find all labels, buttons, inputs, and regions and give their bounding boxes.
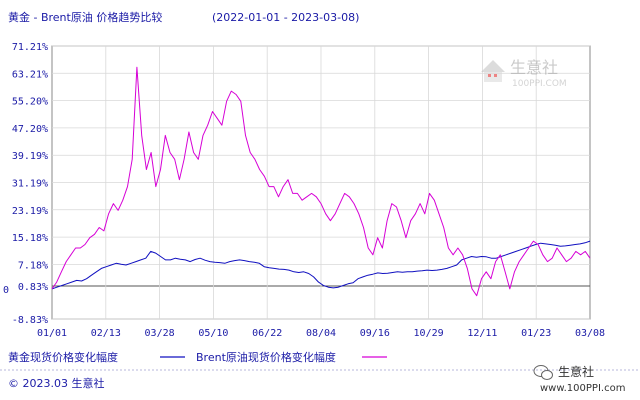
- x-tick-label: 05/10: [198, 328, 228, 339]
- x-tick-label: 12/11: [467, 328, 497, 339]
- y-zero-marker: 0: [3, 285, 9, 296]
- chart-title: 黄金 - Brent原油 价格趋势比较: [8, 10, 162, 24]
- y-tick-label: 0.83%: [18, 282, 48, 293]
- y-tick-label: 63.21%: [12, 69, 48, 80]
- x-tick-label: 09/16: [360, 328, 390, 339]
- x-axis-labels: 01/01 02/13 03/28 05/10 06/22 08/04 09/16 10/29…: [37, 328, 605, 339]
- house-icon: [481, 60, 505, 82]
- y-tick-label: 39.19%: [12, 151, 48, 162]
- legend-label-gold: 黄金现货价格变化幅度: [8, 350, 118, 364]
- wechat-icon: [533, 365, 553, 380]
- footer-copyright: © 2023.03 生意社: [8, 376, 104, 390]
- y-tick-label: 15.18%: [12, 233, 48, 244]
- legend: 黄金现货价格变化幅度 Brent原油现货价格变化幅度: [8, 350, 387, 364]
- footer-brand-name: 生意社: [558, 364, 594, 379]
- x-tick-label: 01/01: [37, 328, 67, 339]
- y-tick-label: -8.83%: [12, 315, 48, 326]
- x-tick-label: 02/13: [91, 328, 121, 339]
- watermark-url: 100PPI.COM: [512, 79, 567, 89]
- y-tick-label: 23.19%: [12, 206, 48, 217]
- series-lines: [51, 66, 591, 297]
- x-tick-label: 01/23: [521, 328, 551, 339]
- x-tick-label: 03/28: [145, 328, 175, 339]
- x-tick-label: 06/22: [252, 328, 282, 339]
- x-tick-label: 08/04: [306, 328, 336, 339]
- watermark-name: 生意社: [510, 58, 558, 77]
- x-tick-label: 03/08: [575, 328, 605, 339]
- footer-url: www.100PPI.com: [540, 383, 625, 394]
- y-tick-label: 31.19%: [12, 179, 48, 190]
- x-tick-label: 10/29: [414, 328, 444, 339]
- chart-date-range: (2022-01-01 - 2023-03-08): [212, 11, 359, 24]
- y-tick-label: 7.18%: [18, 260, 48, 271]
- watermark-logo: 生意社 100PPI.COM: [481, 58, 567, 89]
- y-tick-label: 47.20%: [12, 124, 48, 135]
- x-grid: [105, 46, 537, 319]
- series-line-brent: [51, 66, 591, 297]
- footer-brand: 生意社 www.100PPI.com: [533, 364, 625, 394]
- y-tick-label: 55.20%: [12, 97, 48, 108]
- y-axis-labels: 71.21% 63.21% 55.20% 47.20% 39.19% 31.19% 23.1…: [12, 42, 48, 326]
- legend-label-brent: Brent原油现货价格变化幅度: [196, 350, 336, 364]
- y-tick-label: 71.21%: [12, 42, 48, 53]
